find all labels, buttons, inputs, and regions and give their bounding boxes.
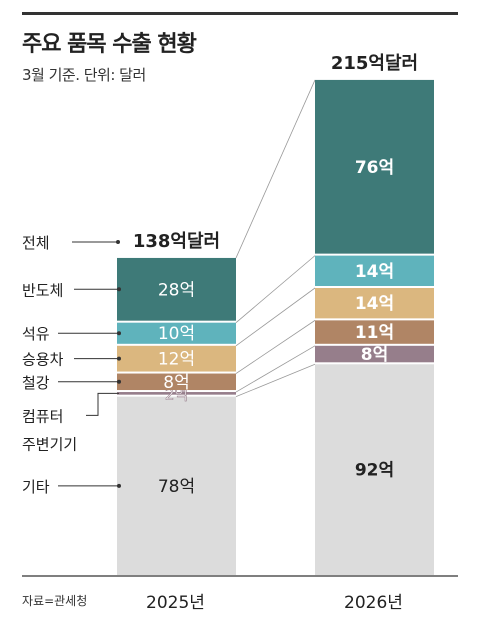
bar-segment-2025년-5 [117,257,236,321]
legend-dot-3 [117,356,121,361]
bar-segment-2025년-0 [117,396,236,575]
source-note: 자료=관세청 [22,594,88,608]
value-label-2026년-5: 76억 [355,158,394,178]
connector-line-2 [235,320,316,374]
connector-line-1 [235,345,316,393]
bar-segment-2026년-5 [315,79,434,254]
connector-line-4 [235,255,316,323]
connector-line-0 [235,363,316,398]
total-label-2026년: 215억달러 [331,53,418,74]
legend-dot-0 [117,483,121,488]
legend-label-2: 철강 [22,374,50,392]
value-label-2025년-2: 8억 [163,373,189,393]
category-label-2026: 2026년 [344,593,403,613]
legend-label-1-line-0: 컴퓨터 [22,407,63,425]
legend-leader-1 [86,392,119,416]
legend-label-total: 전체 [22,234,50,252]
chart-title: 주요 품목 수출 현황 [22,32,197,57]
value-label-2025년-4: 10억 [158,324,195,344]
value-label-2026년-3: 14억 [355,294,394,314]
value-label-2026년-4: 14억 [355,262,394,282]
bar-segment-2026년-4 [315,255,434,286]
bar-segment-2026년-0 [315,364,434,575]
legend-label-5: 반도체 [22,281,63,299]
legend-dot-total [116,239,120,244]
legend-label-4: 석유 [22,325,50,343]
legend-label-1-line-1: 주변기기 [22,435,77,453]
category-label-2025: 2025년 [146,593,205,613]
bar-segment-2025년-3 [117,345,236,372]
total-label-2025년: 138억달러 [133,231,220,252]
value-label-2025년-0: 78억 [158,477,195,497]
value-label-2026년-2: 11억 [355,323,394,343]
legend-label-0: 기타 [22,478,50,496]
bar-segment-2026년-1 [315,345,434,363]
connector-line-3 [235,287,316,347]
legend-label-3: 승용차 [22,351,64,369]
value-label-2026년-0: 92억 [355,461,394,481]
bar-segment-2025년-4 [117,322,236,344]
bar-segment-2025년-1 [117,392,236,395]
bar-segment-2025년-2 [117,373,236,391]
chart-subtitle: 3월 기준. 단위: 달러 [22,66,146,84]
bar-segment-2026년-3 [315,288,434,319]
value-label-2025년-3: 12억 [158,350,195,370]
value-label-2026년-1: 8억 [361,345,388,365]
legend-dot-4 [117,331,121,336]
title-rule [22,12,458,15]
value-label-2025년-5: 28억 [158,280,195,300]
bar-segment-2026년-2 [315,320,434,344]
connector-line-5 [235,79,316,259]
legend-dot-2 [117,379,121,384]
legend-dot-5 [117,287,121,292]
